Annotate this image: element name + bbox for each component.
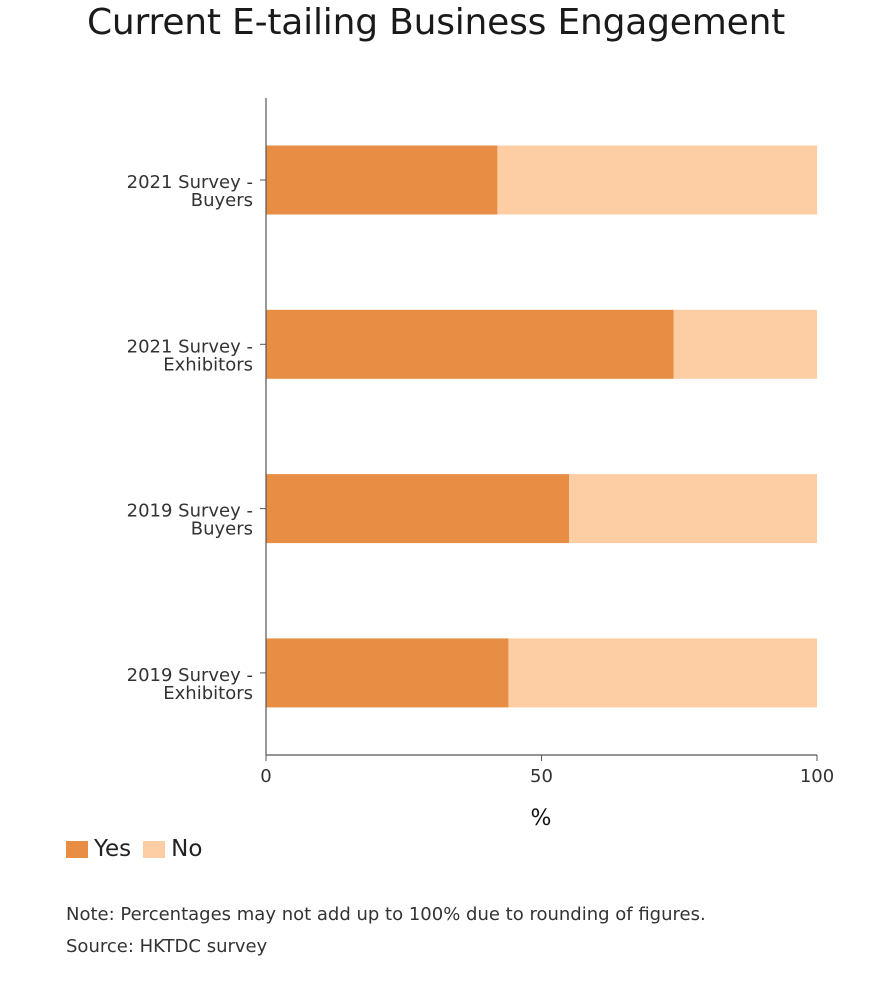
- x-tick-label: 0: [260, 766, 271, 787]
- bar-no-3: [508, 638, 817, 708]
- category-label-line1: 2021 Survey -: [127, 172, 253, 193]
- category-label-line2: Exhibitors: [163, 683, 253, 704]
- legend-swatch-no: [143, 840, 166, 858]
- legend-label-yes: Yes: [94, 836, 132, 862]
- x-tick-label: 50: [530, 766, 553, 787]
- category-label-line2: Buyers: [191, 190, 253, 211]
- chart-title: Current E-tailing Business Engagement: [87, 2, 786, 43]
- x-axis-label: %: [531, 806, 552, 830]
- bar-no-1: [673, 309, 817, 379]
- category-label-line1: 2019 Survey -: [127, 665, 253, 686]
- legend-item-yes: Yes: [66, 836, 131, 862]
- legend-item-no: No: [143, 836, 202, 862]
- x-tick-labels: 0 50 100: [260, 766, 834, 787]
- category-label-line2: Buyers: [191, 519, 253, 540]
- legend: Yes No: [66, 836, 214, 862]
- legend-label-no: No: [171, 836, 203, 862]
- legend-swatch-yes: [66, 840, 88, 858]
- source-text: Source: HKTDC survey: [66, 936, 268, 957]
- x-tick-label: 100: [800, 766, 834, 787]
- note-text: Note: Percentages may not add up to 100%…: [66, 904, 706, 925]
- axes-group: [260, 98, 818, 761]
- bars-group: [266, 145, 817, 708]
- bar-yes-1: [266, 309, 674, 379]
- category-label-line1: 2021 Survey -: [127, 336, 253, 357]
- bar-yes-3: [266, 638, 509, 708]
- category-label-line2: Exhibitors: [163, 354, 253, 375]
- bar-yes-0: [266, 145, 498, 215]
- category-label-line1: 2019 Survey -: [127, 501, 253, 522]
- bar-no-0: [497, 145, 817, 215]
- bar-no-2: [569, 474, 817, 544]
- bar-yes-2: [266, 474, 570, 544]
